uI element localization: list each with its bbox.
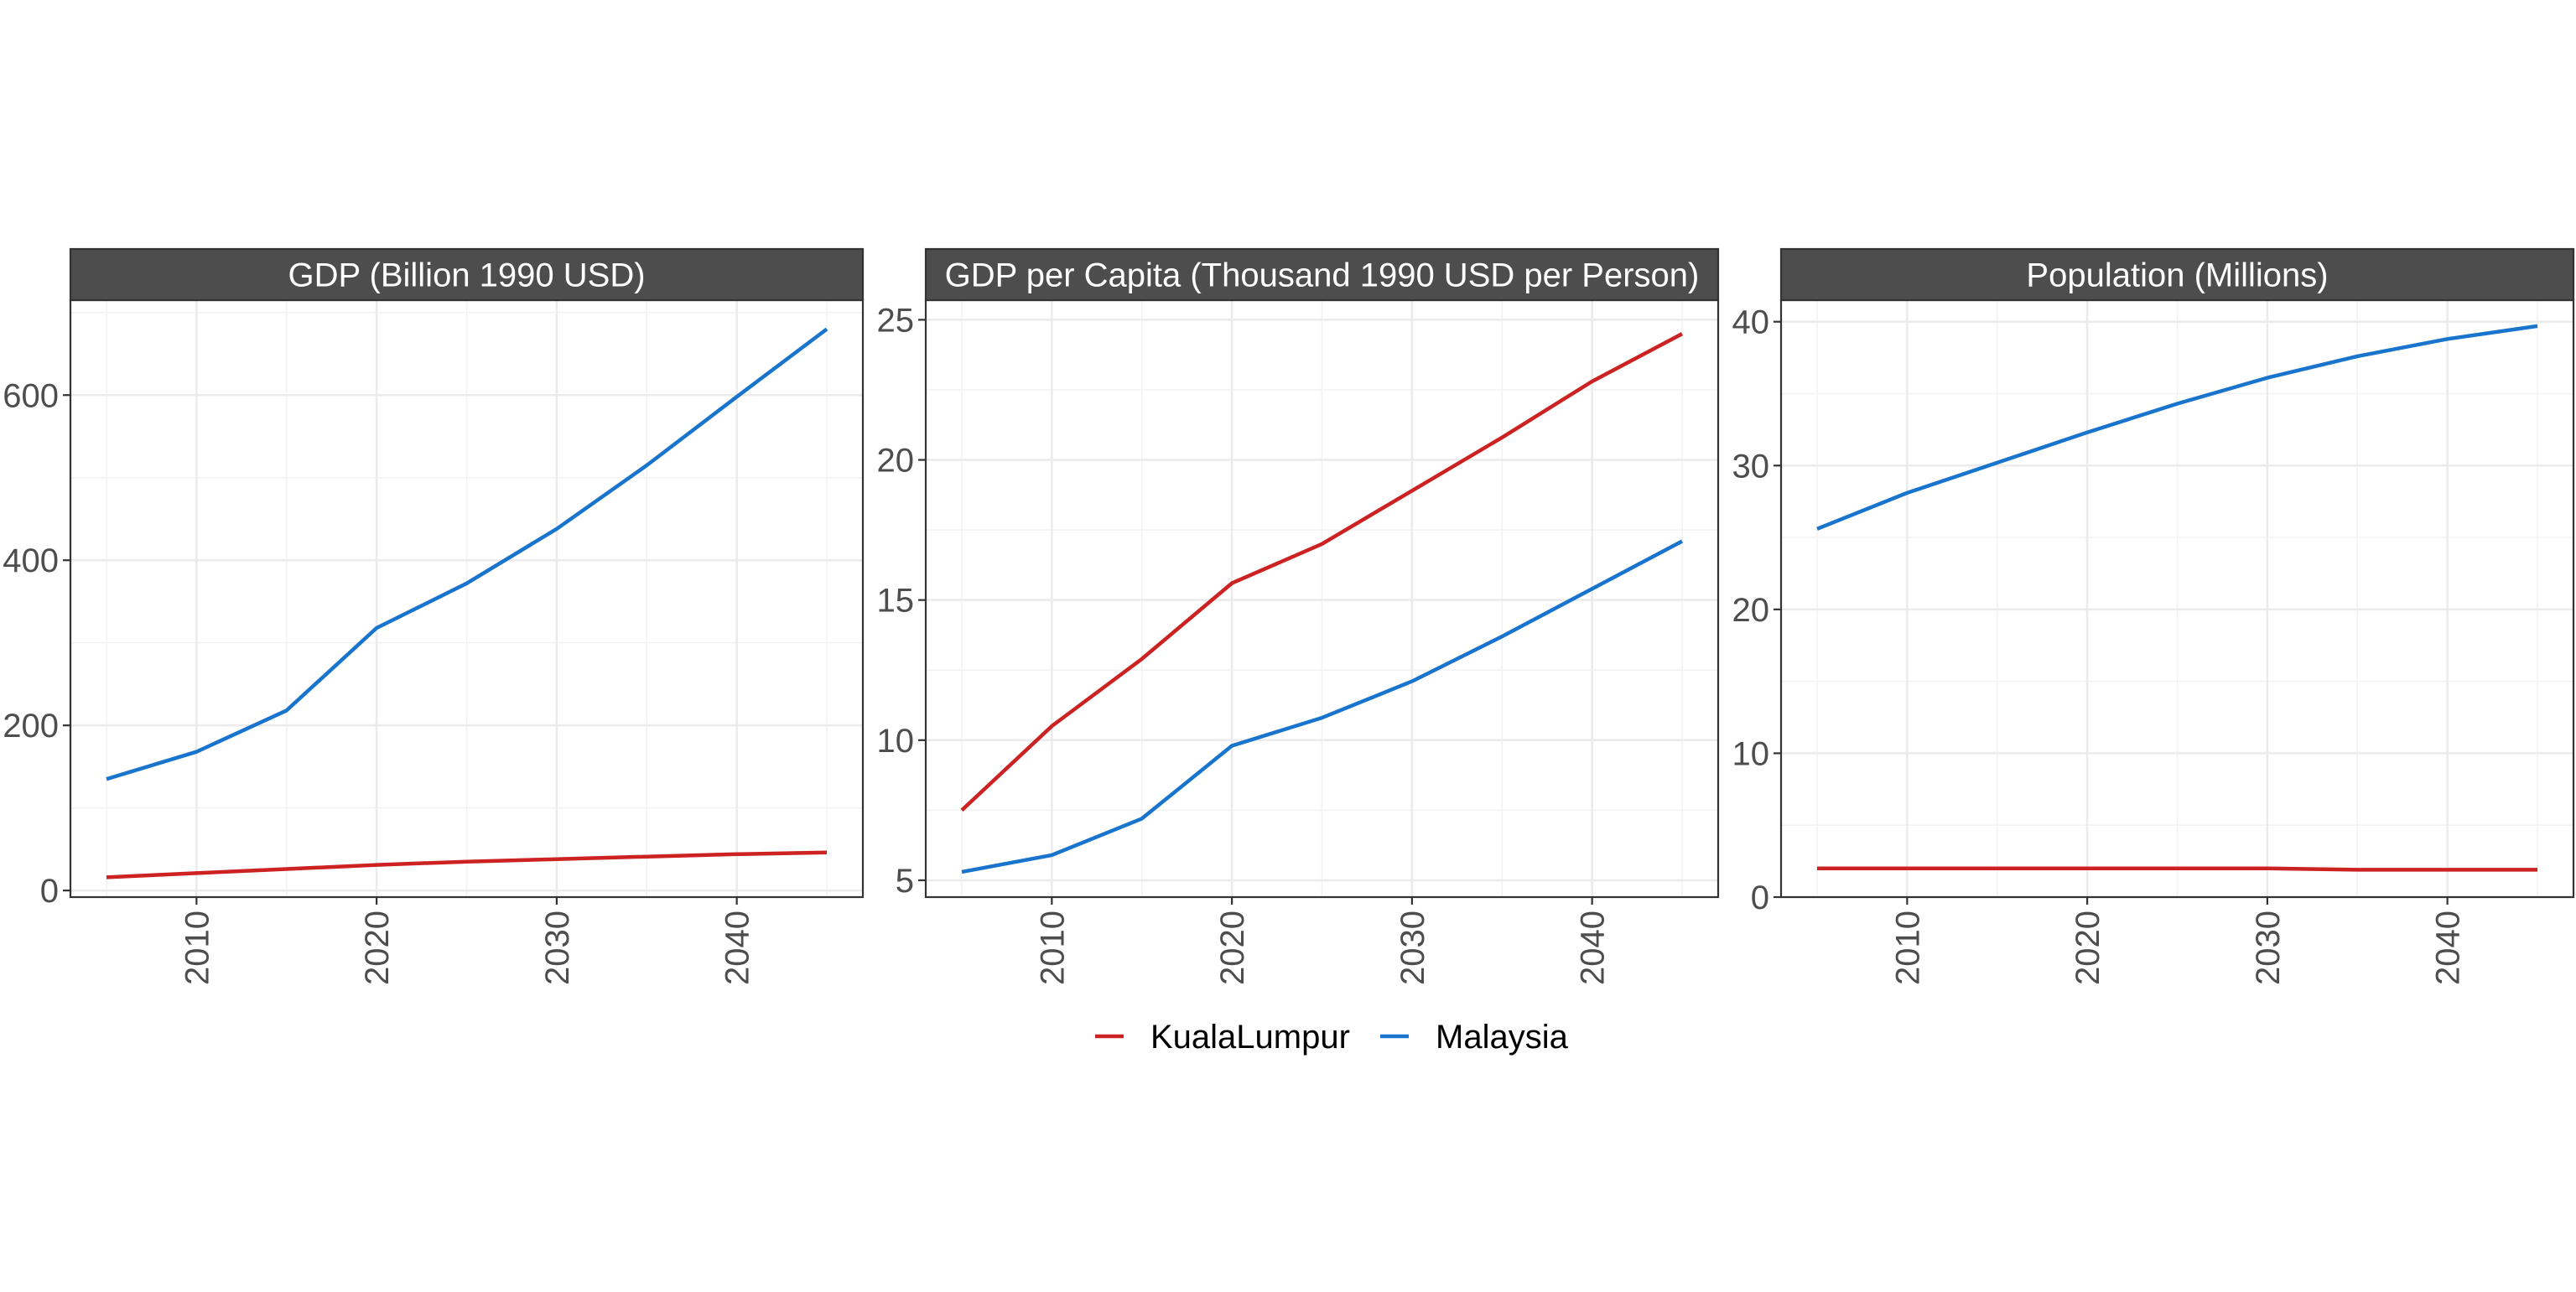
y-tick-label: 600	[3, 377, 59, 414]
legend: KualaLumpur Malaysia	[1095, 1019, 1569, 1056]
x-tick-label: 2030	[1394, 911, 1431, 985]
y-tick-label: 0	[40, 873, 59, 910]
series-line-kualalumpur	[960, 332, 1684, 812]
legend-label-malaysia: Malaysia	[1436, 1019, 1569, 1056]
y-tick-label: 400	[3, 542, 59, 579]
legend-label-kualalumpur: KualaLumpur	[1150, 1019, 1350, 1056]
y-tick-label: 10	[1732, 735, 1770, 772]
facet-strip	[1779, 247, 2575, 302]
x-tick-label: 2010	[1889, 911, 1926, 985]
facet-strip-title: Population (Millions)	[2026, 257, 2328, 294]
x-tick-label: 2020	[1214, 911, 1251, 985]
x-tick-label: 2010	[1034, 911, 1071, 985]
x-tick-label: 2040	[2430, 911, 2467, 985]
y-tick-label: 25	[877, 302, 915, 339]
facet-strip	[69, 247, 865, 302]
y-tick-label: 20	[1732, 592, 1770, 629]
y-tick-label: 10	[877, 723, 915, 760]
x-tick-label: 2030	[2250, 911, 2287, 985]
series-line-kualalumpur	[1817, 866, 2537, 872]
x-tick-label: 2040	[1575, 911, 1612, 985]
series-line-malaysia	[106, 327, 828, 781]
y-tick-label: 0	[1751, 879, 1769, 916]
x-tick-label: 2010	[179, 911, 216, 985]
y-tick-label: 40	[1732, 304, 1770, 341]
facet-strip-title: GDP per Capita (Thousand 1990 USD per Pe…	[945, 257, 1700, 294]
x-tick-label: 2030	[539, 911, 576, 985]
x-tick-label: 2020	[2070, 911, 2106, 985]
series-line-kualalumpur	[106, 850, 828, 879]
panel-2: GDP per Capita (Thousand 1990 USD per Pe…	[877, 247, 1720, 985]
y-tick-label: 5	[896, 863, 914, 900]
facet-strip-title: GDP (Billion 1990 USD)	[288, 257, 645, 294]
y-tick-label: 15	[877, 583, 915, 620]
x-tick-label: 2040	[719, 911, 756, 985]
facet-strip	[924, 247, 1720, 302]
x-tick-label: 2020	[359, 911, 396, 985]
y-tick-label: 20	[877, 443, 915, 480]
series-line-malaysia	[961, 539, 1684, 874]
series-line-malaysia	[1816, 324, 2538, 531]
panel-1: GDP (Billion 1990 USD) 0 200 400 600 2010 2020…	[3, 247, 865, 985]
y-tick-label: 30	[1732, 448, 1770, 485]
y-tick-label: 200	[3, 708, 59, 745]
